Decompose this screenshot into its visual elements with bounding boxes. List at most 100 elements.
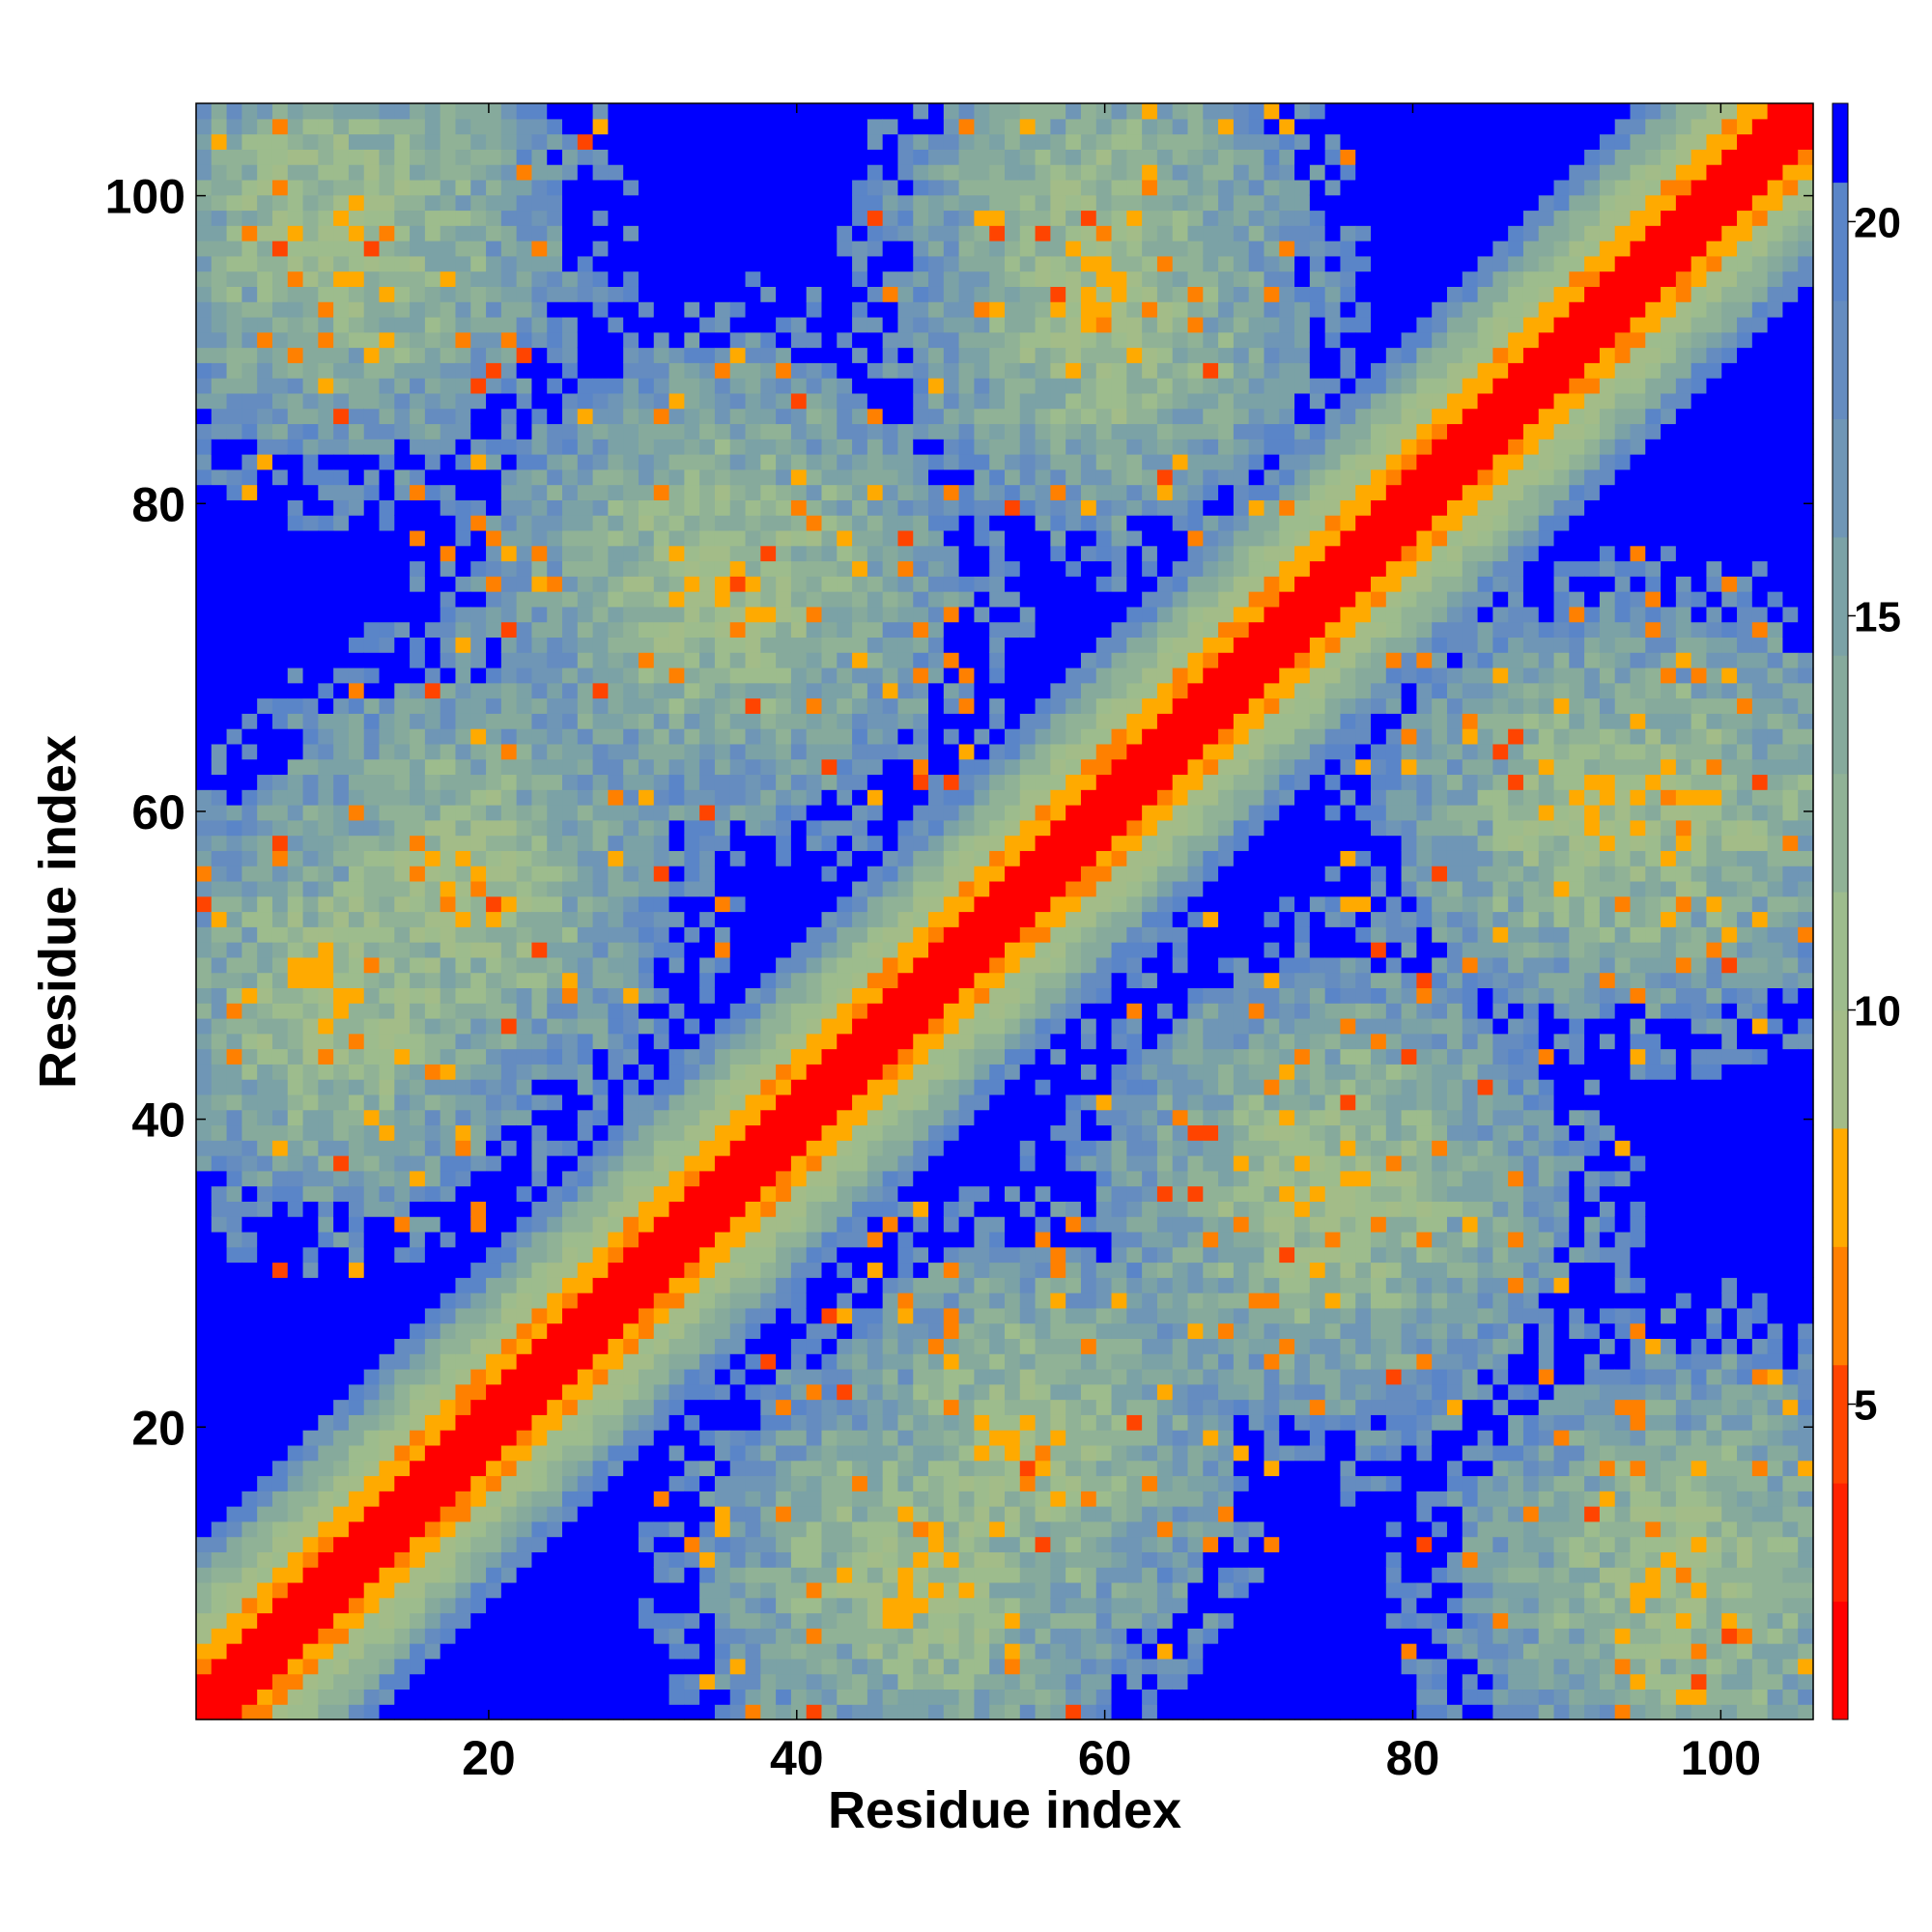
heatmap-cell bbox=[394, 850, 411, 867]
heatmap-cell bbox=[271, 1185, 289, 1202]
heatmap-cell bbox=[867, 1444, 884, 1462]
heatmap-cell bbox=[531, 378, 548, 394]
heatmap-cell bbox=[257, 149, 273, 165]
heatmap-cell bbox=[547, 286, 563, 302]
heatmap-cell bbox=[424, 454, 441, 470]
heatmap-cell bbox=[424, 1491, 441, 1507]
heatmap-cell bbox=[531, 1124, 548, 1141]
heatmap-cell bbox=[242, 1170, 258, 1187]
heatmap-cell bbox=[470, 1216, 487, 1233]
heatmap-cell bbox=[897, 805, 914, 821]
heatmap-cell bbox=[714, 1460, 731, 1477]
heatmap-cell bbox=[242, 1246, 258, 1264]
heatmap-cell bbox=[806, 1704, 823, 1720]
heatmap-cell bbox=[852, 1048, 868, 1065]
heatmap-cell bbox=[852, 331, 868, 349]
heatmap-cell bbox=[424, 1475, 441, 1492]
heatmap-cell bbox=[776, 805, 792, 821]
heatmap-cell bbox=[242, 241, 258, 257]
heatmap-cell bbox=[333, 241, 350, 257]
heatmap-cell bbox=[470, 1048, 487, 1065]
heatmap-cell bbox=[226, 392, 242, 410]
heatmap-cell bbox=[333, 789, 350, 806]
heatmap-cell bbox=[348, 1033, 365, 1050]
heatmap-cell bbox=[806, 1383, 823, 1401]
heatmap-cell bbox=[440, 652, 457, 668]
heatmap-cell bbox=[638, 1353, 655, 1370]
heatmap-cell bbox=[592, 697, 609, 714]
heatmap-cell bbox=[760, 1444, 777, 1462]
heatmap-cell bbox=[577, 1414, 594, 1431]
heatmap-cell bbox=[379, 347, 395, 363]
heatmap-cell bbox=[196, 545, 213, 562]
heatmap-cell bbox=[287, 1307, 304, 1324]
heatmap-cell bbox=[577, 1262, 594, 1278]
heatmap-cell bbox=[806, 1689, 823, 1705]
heatmap-cell bbox=[867, 408, 884, 425]
heatmap-cell bbox=[852, 1536, 868, 1552]
heatmap-cell bbox=[440, 1581, 457, 1599]
heatmap-cell bbox=[363, 1155, 381, 1172]
heatmap-cell bbox=[760, 1201, 777, 1217]
heatmap-cell bbox=[379, 1064, 395, 1080]
heatmap-cell bbox=[211, 560, 228, 577]
heatmap-cell bbox=[837, 942, 853, 958]
heatmap-cell bbox=[714, 1246, 731, 1264]
heatmap-cell bbox=[257, 1338, 273, 1354]
heatmap-cell bbox=[242, 1658, 258, 1675]
heatmap-cell bbox=[348, 1414, 365, 1431]
heatmap-cell bbox=[516, 1277, 533, 1293]
heatmap-cell bbox=[684, 378, 700, 394]
heatmap-cell bbox=[410, 835, 426, 851]
heatmap-cell bbox=[882, 1460, 899, 1477]
heatmap-cell bbox=[531, 1353, 548, 1370]
heatmap-cell bbox=[211, 805, 228, 821]
heatmap-cell bbox=[348, 972, 365, 989]
heatmap-cell bbox=[562, 1170, 579, 1187]
heatmap-cell bbox=[211, 1094, 228, 1111]
heatmap-cell bbox=[623, 515, 639, 531]
heatmap-cell bbox=[486, 987, 502, 1004]
heatmap-cell bbox=[745, 484, 761, 500]
heatmap-cell bbox=[776, 210, 792, 226]
heatmap-cell bbox=[318, 469, 334, 486]
heatmap-cell bbox=[516, 1353, 533, 1370]
heatmap-cell bbox=[790, 499, 808, 516]
heatmap-cell bbox=[516, 1231, 533, 1248]
heatmap-cell bbox=[714, 942, 731, 958]
heatmap-cell bbox=[837, 1140, 853, 1156]
heatmap-cell bbox=[729, 1079, 747, 1095]
heatmap-cell bbox=[318, 1430, 334, 1446]
heatmap-cell bbox=[577, 1293, 594, 1309]
heatmap-cell bbox=[470, 606, 487, 623]
heatmap-cell bbox=[776, 1491, 792, 1507]
heatmap-cell bbox=[745, 576, 761, 592]
heatmap-cell bbox=[562, 1216, 579, 1233]
heatmap-cell bbox=[608, 515, 624, 531]
heatmap-cell bbox=[500, 926, 518, 943]
heatmap-cell bbox=[608, 1383, 624, 1401]
heatmap-cell bbox=[500, 499, 518, 516]
heatmap-cell bbox=[867, 758, 884, 776]
heatmap-cell bbox=[500, 1597, 518, 1614]
heatmap-cell bbox=[348, 454, 365, 470]
heatmap-cell bbox=[302, 1643, 319, 1660]
heatmap-cell bbox=[806, 1475, 823, 1492]
heatmap-cell bbox=[714, 1704, 731, 1720]
heatmap-cell bbox=[333, 270, 350, 287]
heatmap-cell bbox=[577, 942, 594, 958]
heatmap-cell bbox=[257, 835, 273, 851]
heatmap-cell bbox=[424, 1704, 441, 1720]
heatmap-cell bbox=[623, 484, 639, 500]
heatmap-cell bbox=[486, 819, 502, 837]
heatmap-cell bbox=[714, 439, 731, 455]
heatmap-cell bbox=[745, 697, 761, 714]
heatmap-cell bbox=[913, 1673, 929, 1690]
heatmap-cell bbox=[684, 1643, 700, 1660]
heatmap-cell bbox=[271, 362, 289, 379]
heatmap-cell bbox=[424, 1612, 441, 1629]
heatmap-cell bbox=[242, 331, 258, 349]
heatmap-cell bbox=[410, 866, 426, 882]
heatmap-cell bbox=[592, 1658, 609, 1675]
heatmap-cell bbox=[486, 1155, 502, 1172]
